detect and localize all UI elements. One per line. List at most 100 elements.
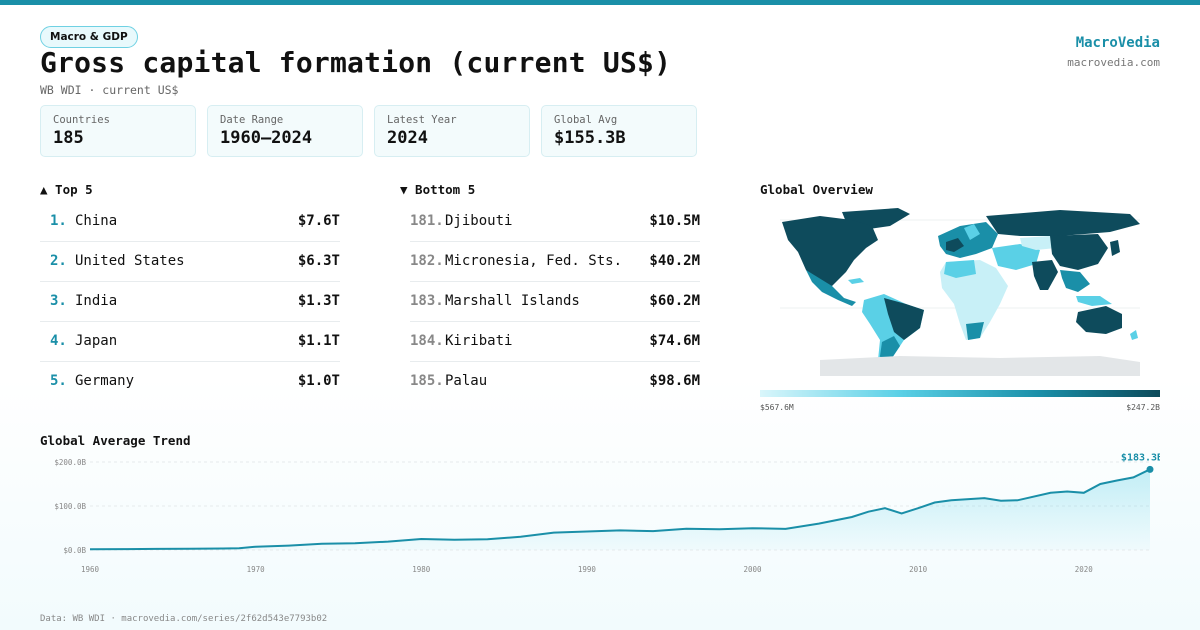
page-subtitle: WB WDI · current US$	[40, 83, 179, 97]
trend-chart-title: Global Average Trend	[40, 433, 191, 448]
list-item[interactable]: 185. Palau $98.6M	[410, 362, 700, 402]
country-value: $7.6T	[297, 213, 340, 229]
brand-url[interactable]: macrovedia.com	[1067, 56, 1160, 69]
region-antarctica	[820, 356, 1140, 376]
stat-value: 185	[53, 128, 84, 148]
top5-heading: ▲ Top 5	[40, 182, 93, 197]
stat-label: Latest Year	[387, 114, 457, 126]
country-name: United States	[75, 253, 185, 269]
country-name: Djibouti	[445, 213, 513, 229]
country-name: Micronesia, Fed. Sts.	[445, 253, 623, 269]
country-value: $60.2M	[649, 293, 700, 309]
map-legend-min: $567.6M	[760, 403, 794, 412]
region-scandinavia[interactable]	[964, 224, 980, 240]
region-indonesia[interactable]	[1076, 296, 1112, 306]
bottom5-list: 181. Djibouti $10.5M 182. Micronesia, Fe…	[410, 202, 700, 402]
country-value: $1.0T	[297, 373, 340, 389]
region-south-africa[interactable]	[966, 322, 984, 340]
region-australia[interactable]	[1076, 306, 1122, 334]
stat-card-date-range: Date Range 1960–2024	[207, 105, 363, 157]
rank-number: 181.	[410, 213, 444, 229]
region-central-america[interactable]	[806, 270, 856, 306]
page-title: Gross capital formation (current US$)	[40, 46, 672, 79]
rank-number: 5.	[50, 373, 67, 389]
footer-source: Data: WB WDI · macrovedia.com/series/2f6…	[40, 614, 328, 624]
y-tick-label: $200.0B	[54, 458, 86, 467]
region-western-europe[interactable]	[946, 238, 964, 252]
map-title: Global Overview	[760, 182, 873, 197]
stat-label: Global Avg	[554, 114, 618, 126]
x-tick-label: 1980	[412, 565, 431, 574]
trend-area-fill	[90, 469, 1150, 550]
rank-number: 184.	[410, 333, 444, 349]
rank-number: 182.	[410, 253, 444, 269]
stat-card-countries: Countries 185	[40, 105, 196, 157]
country-name: Kiribati	[445, 333, 513, 349]
stat-value: 2024	[387, 128, 428, 148]
x-tick-label: 1960	[81, 565, 100, 574]
stat-card-latest-year: Latest Year 2024	[374, 105, 530, 157]
country-name: Germany	[75, 373, 135, 389]
region-china[interactable]	[1050, 234, 1108, 270]
country-name: Marshall Islands	[445, 293, 580, 309]
map-legend-gradient	[760, 390, 1160, 397]
trend-series-line[interactable]	[89, 468, 1151, 551]
region-central-asia[interactable]	[1020, 236, 1056, 250]
list-item[interactable]: 5. Germany $1.0T	[40, 362, 340, 402]
rank-number: 2.	[50, 253, 67, 269]
country-name: Japan	[75, 333, 118, 349]
region-africa[interactable]	[940, 260, 1008, 340]
world-choropleth-map[interactable]	[760, 200, 1160, 385]
list-item[interactable]: 182. Micronesia, Fed. Sts. $40.2M	[410, 242, 700, 282]
region-north-america[interactable]	[782, 216, 878, 286]
stat-label: Countries	[53, 114, 110, 126]
map-legend-max: $247.2B	[1126, 403, 1160, 412]
rank-number: 185.	[410, 373, 444, 389]
rank-number: 3.	[50, 293, 67, 309]
country-value: $6.3T	[297, 253, 340, 269]
list-item[interactable]: 183. Marshall Islands $60.2M	[410, 282, 700, 322]
stat-card-global-avg: Global Avg $155.3B	[541, 105, 697, 157]
brand-logo[interactable]: MacroVedia	[1075, 35, 1160, 51]
x-tick-label: 2020	[1075, 565, 1094, 574]
x-tick-label: 1990	[578, 565, 597, 574]
list-item[interactable]: 3. India $1.3T	[40, 282, 340, 322]
trend-end-point[interactable]	[1146, 465, 1154, 473]
list-item[interactable]: 1. China $7.6T	[40, 202, 340, 242]
rank-number: 4.	[50, 333, 67, 349]
list-item[interactable]: 2. United States $6.3T	[40, 242, 340, 282]
x-tick-label: 2010	[909, 565, 928, 574]
trend-area-chart[interactable]: $0.0B $100.0B $200.0B $183.3B 1960 1970 1980…	[40, 445, 1160, 580]
list-item[interactable]: 181. Djibouti $10.5M	[410, 202, 700, 242]
country-name: Palau	[445, 373, 488, 389]
country-name: India	[75, 293, 118, 309]
region-india[interactable]	[1032, 260, 1058, 290]
country-value: $40.2M	[649, 253, 700, 269]
category-badge[interactable]: Macro & GDP	[40, 26, 138, 48]
region-southeast-asia[interactable]	[1060, 270, 1090, 292]
stat-label: Date Range	[220, 114, 284, 126]
x-tick-label: 1970	[247, 565, 266, 574]
bottom5-heading: ▼ Bottom 5	[400, 182, 476, 197]
country-value: $74.6M	[649, 333, 700, 349]
country-value: $1.3T	[297, 293, 340, 309]
region-north-africa[interactable]	[944, 260, 976, 278]
x-tick-label: 2000	[743, 565, 762, 574]
region-russia[interactable]	[986, 210, 1140, 236]
y-tick-label: $0.0B	[63, 546, 86, 555]
country-value: $10.5M	[649, 213, 700, 229]
region-brazil[interactable]	[884, 298, 924, 340]
region-new-zealand[interactable]	[1130, 330, 1138, 340]
stat-value: 1960–2024	[220, 128, 313, 148]
trend-end-label: $183.3B	[1121, 452, 1160, 463]
country-value: $1.1T	[297, 333, 340, 349]
region-japan[interactable]	[1110, 240, 1120, 256]
list-item[interactable]: 184. Kiribati $74.6M	[410, 322, 700, 362]
stats-row: Countries 185 Date Range 1960–2024 Lates…	[40, 105, 697, 157]
stat-value: $155.3B	[554, 128, 626, 148]
rank-number: 183.	[410, 293, 444, 309]
list-item[interactable]: 4. Japan $1.1T	[40, 322, 340, 362]
region-caribbean[interactable]	[848, 278, 864, 284]
top-accent-bar	[0, 0, 1200, 5]
region-middle-east[interactable]	[992, 244, 1040, 270]
